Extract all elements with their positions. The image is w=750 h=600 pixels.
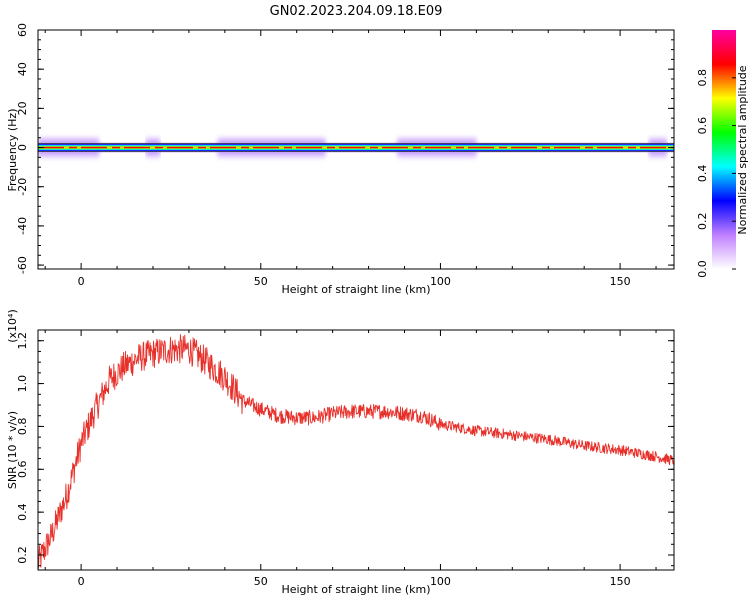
colorbar-tick-label: 0.4 — [696, 165, 709, 183]
x-tick-label: 50 — [254, 575, 268, 588]
spectrogram-chart: 0 50 100 150 60 40 20 0 -20 -40 -60 Height of str… — [6, 23, 675, 296]
y-tick-label: -20 — [16, 178, 29, 196]
spectrogram-frame — [37, 29, 675, 270]
colorbar-tick-label: 0.2 — [696, 212, 709, 230]
snr-chart: 0 50 100 150 0.2 0.4 0.6 0.8 1.0 1.2 Height of s… — [6, 309, 675, 596]
snr-series-line — [38, 334, 674, 569]
colorbar-tick-label: 0.8 — [696, 69, 709, 87]
x-tick-label: 0 — [78, 575, 85, 588]
x-tick-label: 150 — [610, 275, 631, 288]
spectrogram-band — [38, 136, 674, 159]
chart-title: GN02.2023.204.09.18.E09 — [270, 4, 443, 19]
y-tick-label: 1.2 — [16, 332, 29, 350]
colorbar-gradient — [712, 30, 736, 269]
snr-scale-label: (x10⁴) — [6, 309, 19, 343]
y-tick-label: 0.6 — [16, 461, 29, 479]
x-tick-label: 100 — [430, 575, 451, 588]
x-tick-label: 0 — [78, 275, 85, 288]
y-tick-label: 0.2 — [16, 546, 29, 564]
y-tick-label: 60 — [16, 23, 29, 37]
snr-ylabel: SNR (10 * v/v) — [6, 411, 19, 489]
x-tick-label: 150 — [610, 575, 631, 588]
y-tick-label: 40 — [16, 62, 29, 76]
colorbar-label: Normalized spectral amplitude — [736, 65, 749, 234]
y-tick-label: 1.0 — [16, 375, 29, 393]
y-tick-label: 20 — [16, 101, 29, 115]
colorbar-tick-label: 0.0 — [696, 260, 709, 278]
x-tick-label: 50 — [254, 275, 268, 288]
spectrogram-ylabel: Frequency (Hz) — [6, 109, 19, 192]
y-tick-label: -40 — [16, 217, 29, 235]
snr-frame — [37, 329, 675, 571]
y-tick-label: 0.8 — [16, 418, 29, 436]
y-tick-label: 0.4 — [16, 503, 29, 521]
y-tick-label: 0 — [16, 144, 29, 151]
colorbar-tick-label: 0.6 — [696, 117, 709, 135]
colorbar: 0.0 0.2 0.4 0.6 0.8 Normalized spectral ampl… — [696, 30, 749, 278]
spectrogram-xlabel: Height of straight line (km) — [281, 283, 430, 296]
x-tick-label: 100 — [430, 275, 451, 288]
snr-xlabel: Height of straight line (km) — [281, 583, 430, 596]
y-tick-label: -60 — [16, 256, 29, 274]
